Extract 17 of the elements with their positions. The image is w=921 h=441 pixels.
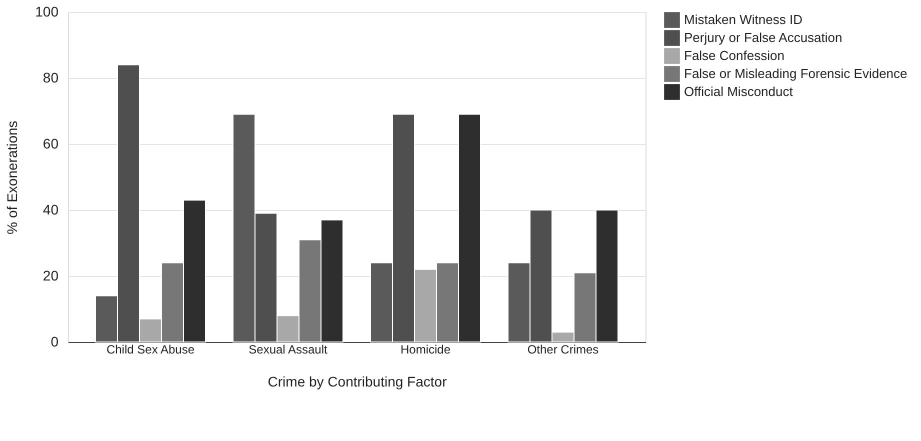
- legend-label: Official Misconduct: [684, 84, 794, 99]
- legend-label: False Confession: [684, 48, 784, 63]
- y-tick-label: 40: [42, 202, 59, 218]
- x-axis-title: Crime by Contributing Factor: [268, 374, 448, 390]
- x-tick-label: Sexual Assault: [248, 342, 328, 356]
- legend-label: Perjury or False Accusation: [684, 30, 842, 45]
- y-axis-title: % of Exonerations: [4, 120, 20, 234]
- legend-label: Mistaken Witness ID: [684, 12, 802, 27]
- x-tick-label: Child Sex Abuse: [106, 342, 195, 356]
- x-tick-label: Homicide: [400, 342, 451, 356]
- y-tick-label: 60: [42, 136, 59, 152]
- legend-label: False or Misleading Forensic Evidence: [684, 66, 908, 81]
- y-tick-label: 100: [35, 4, 59, 20]
- y-tick-label: 80: [42, 70, 59, 86]
- y-tick-label: 0: [50, 334, 59, 350]
- x-tick-label: Other Crimes: [527, 342, 599, 356]
- y-tick-label: 20: [42, 268, 59, 284]
